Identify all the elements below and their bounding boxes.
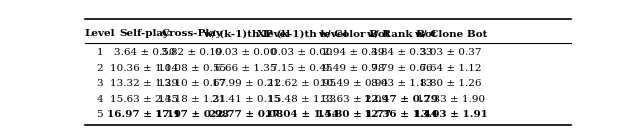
Text: 17.17 ± 0.98: 17.17 ± 0.98 (155, 110, 228, 119)
Text: 8.80 ± 1.26: 8.80 ± 1.26 (420, 79, 482, 88)
Text: 13.32 ± 1.29: 13.32 ± 1.29 (111, 79, 179, 88)
Text: 3.82 ± 0.19: 3.82 ± 0.19 (161, 48, 222, 57)
Text: w/ Rank Bot: w/ Rank Bot (366, 29, 436, 38)
Text: 22.77 ± 0.08: 22.77 ± 0.08 (209, 110, 284, 119)
Text: 21.41 ± 0.15: 21.41 ± 0.15 (212, 95, 280, 104)
Text: 7.79 ± 0.66: 7.79 ± 0.66 (371, 64, 432, 73)
Text: 12.47 ± 0.79: 12.47 ± 0.79 (364, 95, 438, 104)
Text: Level: Level (84, 29, 115, 38)
Text: 0.03 ± 0.00: 0.03 ± 0.00 (216, 48, 277, 57)
Text: Cross-Play: Cross-Play (161, 29, 222, 38)
Text: 16.97 ± 1.19: 16.97 ± 1.19 (108, 110, 182, 119)
Text: 3.84 ± 0.33: 3.84 ± 0.33 (371, 48, 432, 57)
Text: 13.63 ± 2.09: 13.63 ± 2.09 (320, 95, 388, 104)
Text: 7.15 ± 0.45: 7.15 ± 0.45 (271, 64, 333, 73)
Text: 13.03 ± 1.91: 13.03 ± 1.91 (414, 110, 488, 119)
Text: 13.10 ± 0.67: 13.10 ± 0.67 (157, 79, 226, 88)
Text: 2.94 ± 0.49: 2.94 ± 0.49 (323, 48, 385, 57)
Text: 1: 1 (97, 48, 103, 57)
Text: 15.63 ± 2.35: 15.63 ± 2.35 (111, 95, 179, 104)
Text: Self-play: Self-play (120, 29, 170, 38)
Text: 10.49 ± 0.94: 10.49 ± 0.94 (320, 79, 388, 88)
Text: 8.03 ± 1.13: 8.03 ± 1.13 (371, 79, 432, 88)
Text: w/ (k-1)th level: w/ (k-1)th level (203, 29, 290, 38)
Text: 12.62 ± 0.95: 12.62 ± 0.95 (268, 79, 336, 88)
Text: 12.33 ± 1.90: 12.33 ± 1.90 (417, 95, 485, 104)
Text: w/ Clone Bot: w/ Clone Bot (414, 29, 488, 38)
Text: w/ Color Bot: w/ Color Bot (318, 29, 390, 38)
Text: 12.36 ± 1.44: 12.36 ± 1.44 (364, 110, 438, 119)
Text: 3.03 ± 0.37: 3.03 ± 0.37 (420, 48, 482, 57)
Text: 5: 5 (97, 110, 103, 119)
Text: 17.04 ± 1.54: 17.04 ± 1.54 (265, 110, 339, 119)
Text: 15.48 ± 1.33: 15.48 ± 1.33 (268, 95, 336, 104)
Text: 2: 2 (97, 64, 103, 73)
Text: 0.03 ± 0.00: 0.03 ± 0.00 (271, 48, 333, 57)
Text: 4: 4 (97, 95, 103, 104)
Text: 10.36 ± 1.14: 10.36 ± 1.14 (111, 64, 179, 73)
Text: 6.66 ± 1.35: 6.66 ± 1.35 (216, 64, 277, 73)
Text: 3.64 ± 0.50: 3.64 ± 0.50 (114, 48, 175, 57)
Text: 14.80 ± 1.77: 14.80 ± 1.77 (317, 110, 391, 119)
Text: 10.08 ± 0.55: 10.08 ± 0.55 (157, 64, 226, 73)
Text: 14.18 ± 1.31: 14.18 ± 1.31 (157, 95, 226, 104)
Text: 17.99 ± 0.21: 17.99 ± 0.21 (212, 79, 280, 88)
Text: XP (k-1)th level: XP (k-1)th level (257, 29, 348, 38)
Text: 7.64 ± 1.12: 7.64 ± 1.12 (420, 64, 482, 73)
Text: 3: 3 (97, 79, 103, 88)
Text: 9.49 ± 0.98: 9.49 ± 0.98 (323, 64, 385, 73)
